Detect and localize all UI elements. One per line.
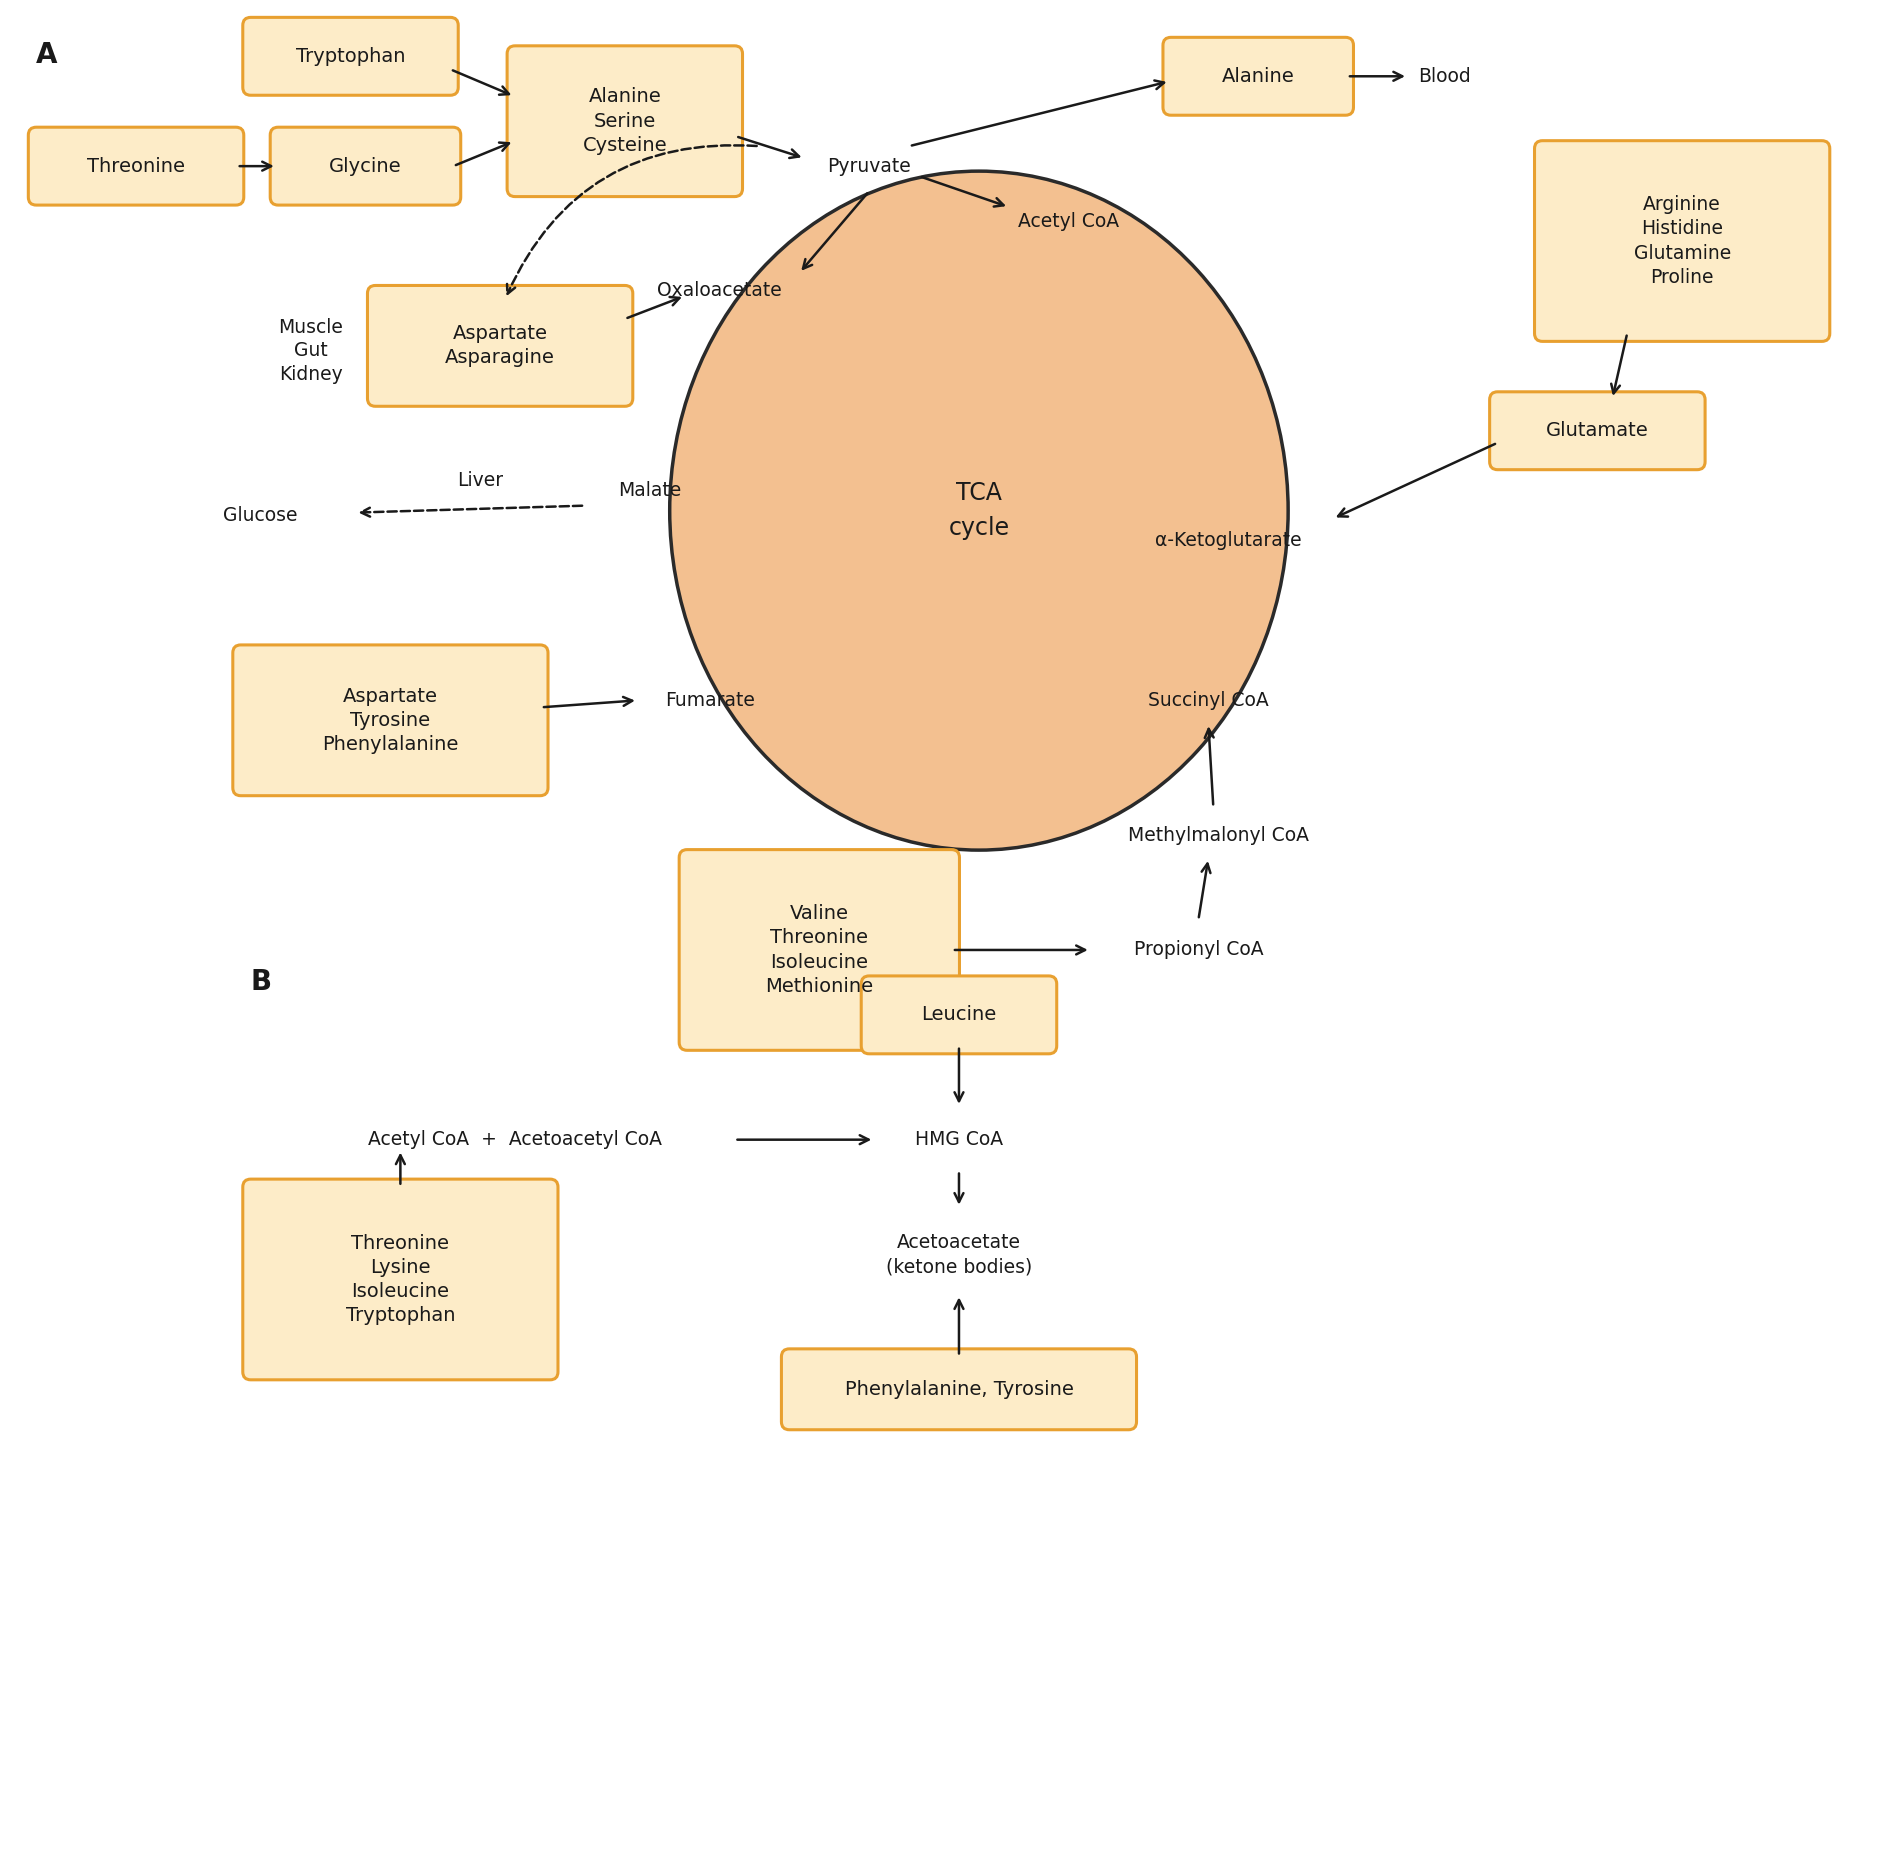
Text: Pyruvate: Pyruvate <box>828 157 911 176</box>
FancyBboxPatch shape <box>862 977 1057 1054</box>
Text: Oxaloacetate: Oxaloacetate <box>657 281 782 300</box>
Text: Alanine
Serine
Cysteine: Alanine Serine Cysteine <box>583 87 666 155</box>
Text: Acetyl CoA: Acetyl CoA <box>1017 211 1120 231</box>
Text: Phenylalanine, Tyrosine: Phenylalanine, Tyrosine <box>845 1380 1074 1399</box>
FancyBboxPatch shape <box>1163 37 1353 115</box>
FancyBboxPatch shape <box>1534 141 1830 342</box>
FancyBboxPatch shape <box>270 128 461 205</box>
Text: Valine
Threonine
Isoleucine
Methionine: Valine Threonine Isoleucine Methionine <box>765 905 873 995</box>
Text: Arginine
Histidine
Glutamine
Proline: Arginine Histidine Glutamine Proline <box>1634 194 1731 287</box>
Text: Alanine: Alanine <box>1222 67 1294 85</box>
Text: Acetoacetate
(ketone bodies): Acetoacetate (ketone bodies) <box>886 1232 1033 1276</box>
Text: Aspartate
Asparagine: Aspartate Asparagine <box>446 324 554 368</box>
Ellipse shape <box>670 172 1289 851</box>
FancyBboxPatch shape <box>28 128 243 205</box>
Text: Leucine: Leucine <box>921 1005 996 1025</box>
Text: Propionyl CoA: Propionyl CoA <box>1133 940 1264 960</box>
Text: A: A <box>36 41 57 68</box>
Text: Fumarate: Fumarate <box>664 690 755 710</box>
Text: Glutamate: Glutamate <box>1547 422 1649 440</box>
Text: Acetyl CoA  +  Acetoacetyl CoA: Acetyl CoA + Acetoacetyl CoA <box>368 1130 662 1149</box>
Text: Blood: Blood <box>1418 67 1471 85</box>
Text: HMG CoA: HMG CoA <box>915 1130 1002 1149</box>
Text: Liver: Liver <box>457 472 503 490</box>
FancyBboxPatch shape <box>507 46 742 196</box>
FancyBboxPatch shape <box>679 849 960 1051</box>
Text: B: B <box>251 968 271 995</box>
FancyBboxPatch shape <box>243 17 457 94</box>
FancyBboxPatch shape <box>782 1349 1137 1430</box>
Text: Muscle
Gut
Kidney: Muscle Gut Kidney <box>279 318 344 383</box>
Text: Threonine: Threonine <box>87 157 184 176</box>
Text: Tryptophan: Tryptophan <box>296 46 406 67</box>
FancyBboxPatch shape <box>243 1178 558 1380</box>
Text: Threonine
Lysine
Isoleucine
Tryptophan: Threonine Lysine Isoleucine Tryptophan <box>345 1234 456 1325</box>
Text: Malate: Malate <box>619 481 681 500</box>
Text: TCA
cycle: TCA cycle <box>949 481 1010 540</box>
FancyBboxPatch shape <box>233 646 549 796</box>
Text: Methylmalonyl CoA: Methylmalonyl CoA <box>1127 825 1310 845</box>
FancyBboxPatch shape <box>368 285 632 407</box>
Text: Glycine: Glycine <box>328 157 402 176</box>
Text: Succinyl CoA: Succinyl CoA <box>1148 690 1268 710</box>
Text: α-Ketoglutarate: α-Ketoglutarate <box>1156 531 1302 549</box>
Text: Aspartate
Tyrosine
Phenylalanine: Aspartate Tyrosine Phenylalanine <box>323 686 459 755</box>
FancyBboxPatch shape <box>1490 392 1704 470</box>
Text: Glucose: Glucose <box>224 507 298 525</box>
